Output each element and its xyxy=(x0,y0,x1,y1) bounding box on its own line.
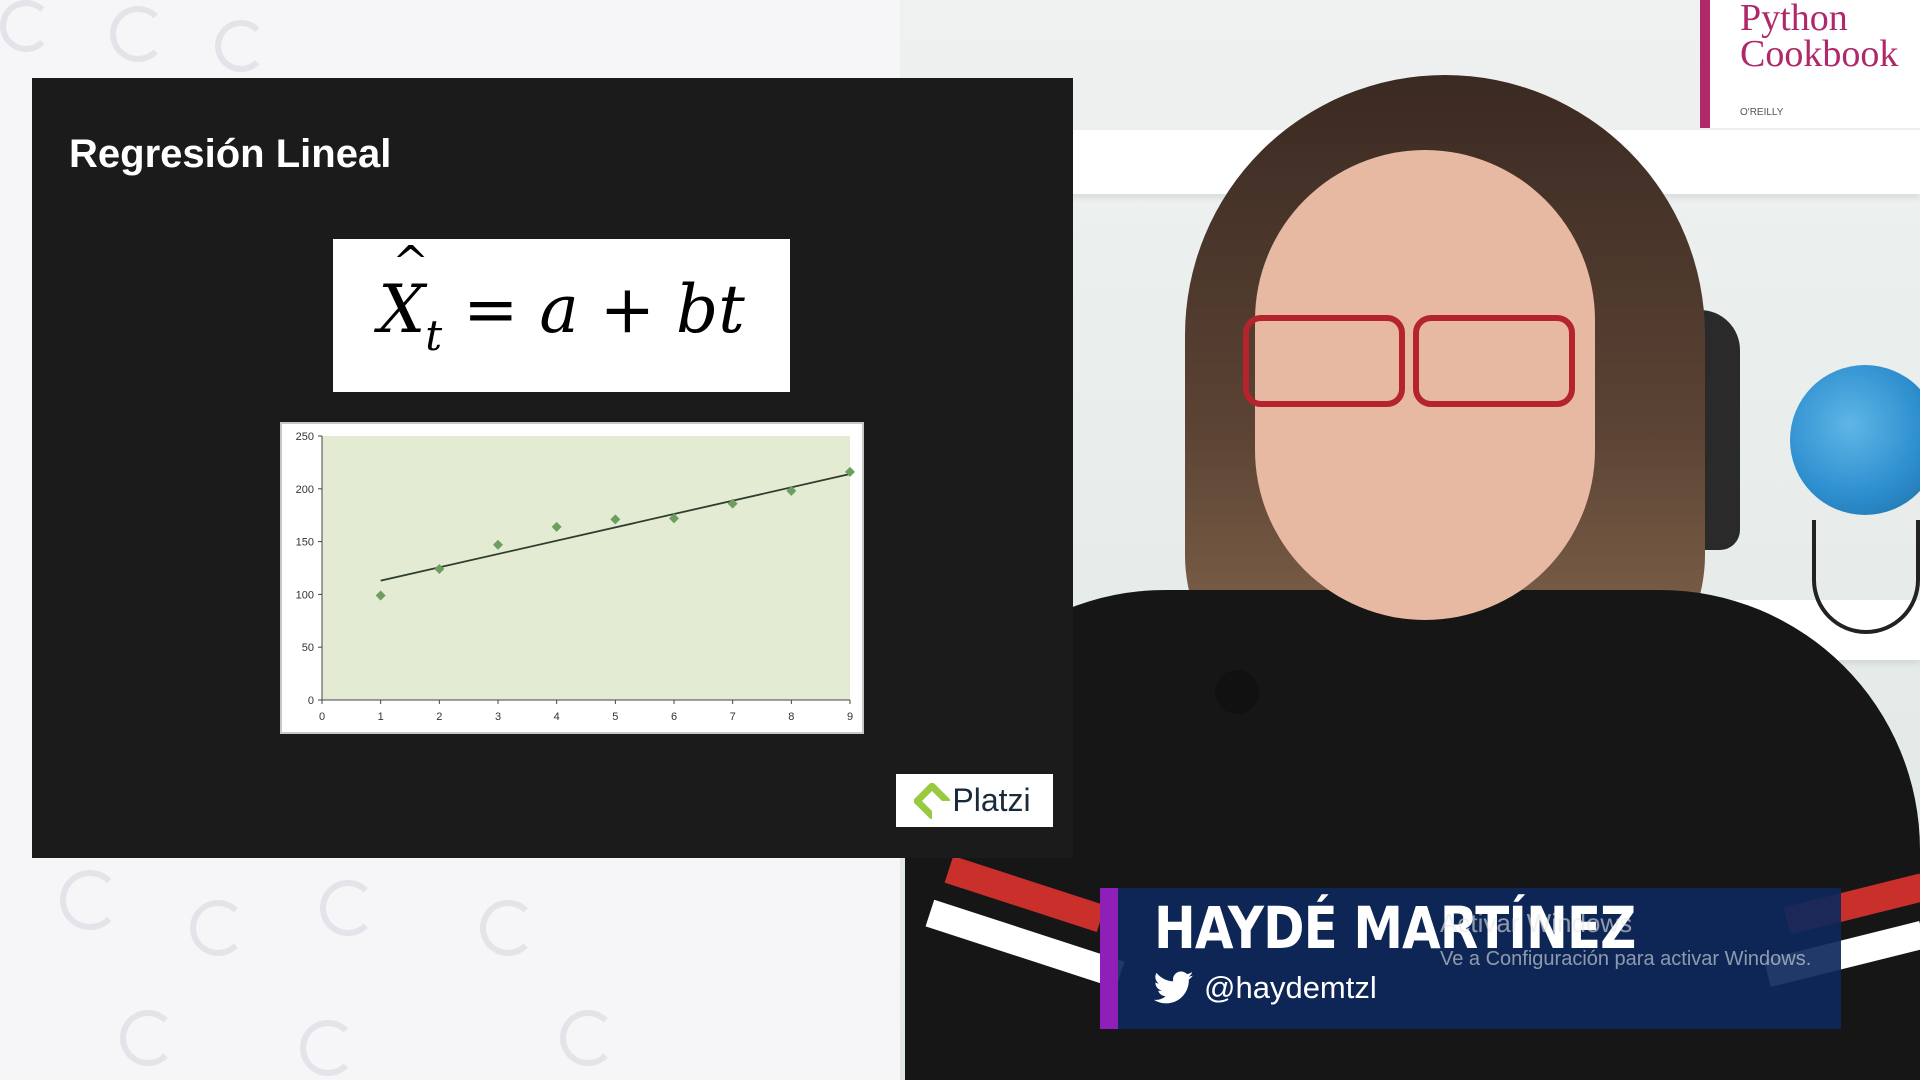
presentation-slide: Regresión Lineal Xt = a + bt 05010015020… xyxy=(32,78,1073,858)
y-tick-label: 200 xyxy=(296,484,314,496)
platzi-logo-icon xyxy=(912,780,953,821)
x-tick-label: 3 xyxy=(495,711,501,723)
watermark-line2: Ve a Configuración para activar Windows. xyxy=(1440,948,1812,970)
formula-rhs: = a + bt xyxy=(463,271,745,348)
decor-ring xyxy=(480,900,536,956)
data-point xyxy=(551,521,562,532)
plot-area xyxy=(322,436,850,700)
x-tick-label: 1 xyxy=(378,711,384,723)
lower-third: HAYDÉ MARTÍNEZ @haydemtzl xyxy=(1100,888,1841,1029)
data-point xyxy=(845,466,855,477)
decor-ring xyxy=(0,0,52,52)
y-tick-label: 0 xyxy=(308,695,314,707)
decor-ring xyxy=(300,1020,356,1076)
data-point xyxy=(727,498,738,509)
book-title: Python Cookbook xyxy=(1740,0,1899,75)
regression-chart: 0 50 100 150 200 250 0 1 2 3 4 5 6 7 8 9 xyxy=(280,422,864,734)
glasses xyxy=(1413,315,1575,407)
slide-title: Regresión Lineal xyxy=(69,132,392,176)
watermark-line1: Activar Windows xyxy=(1440,908,1633,938)
data-point xyxy=(610,514,621,525)
data-point xyxy=(786,485,797,496)
decor-ring xyxy=(560,1010,616,1066)
x-tick-label: 0 xyxy=(319,711,325,723)
formula-box: Xt = a + bt xyxy=(333,237,790,392)
x-tick-label: 6 xyxy=(671,711,677,723)
presenter-name: HAYDÉ MARTÍNEZ xyxy=(1154,894,1636,962)
globe-stand xyxy=(1812,520,1920,634)
formula-lhs: X xyxy=(378,237,429,348)
data-point xyxy=(434,564,445,575)
chart-svg: 0 50 100 150 200 250 0 1 2 3 4 5 6 7 8 9 xyxy=(296,431,855,723)
y-tick-label: 50 xyxy=(302,642,314,654)
data-point xyxy=(669,513,679,524)
x-tick-label: 5 xyxy=(612,711,618,723)
decor-ring xyxy=(120,1010,176,1066)
formula-subscript: t xyxy=(425,311,443,360)
x-tick-label: 9 xyxy=(847,711,853,723)
twitter-row: @haydemtzl xyxy=(1154,970,1377,1006)
glasses xyxy=(1243,315,1405,407)
decor-ring xyxy=(190,900,246,956)
book-publisher: O'REILLY xyxy=(1740,107,1784,118)
presenter-face xyxy=(1255,150,1595,620)
x-tick-label: 4 xyxy=(554,711,560,723)
x-tick-label: 7 xyxy=(730,711,736,723)
decor-ring xyxy=(60,870,120,930)
data-point xyxy=(493,539,503,550)
data-point xyxy=(375,590,386,601)
python-cookbook-book: Python Cookbook O'REILLY xyxy=(1700,0,1920,128)
globe xyxy=(1790,365,1920,515)
lapel-microphone xyxy=(1215,670,1259,714)
platzi-logo-text: Platzi xyxy=(952,782,1031,818)
platzi-logo: Platzi xyxy=(896,774,1053,827)
twitter-icon xyxy=(1154,971,1194,1004)
windows-activation-watermark: Activar Windows Ve a Configuración para … xyxy=(1440,905,1811,977)
trendline xyxy=(380,473,851,582)
regression-formula: Xt = a + bt xyxy=(378,237,745,360)
x-tick-label: 2 xyxy=(436,711,442,723)
decor-ring xyxy=(110,6,166,62)
decor-ring xyxy=(215,20,267,72)
x-tick-label: 8 xyxy=(788,711,794,723)
y-tick-label: 100 xyxy=(296,589,314,601)
twitter-handle: @haydemtzl xyxy=(1204,970,1377,1005)
decor-ring xyxy=(320,880,376,936)
y-tick-label: 150 xyxy=(296,537,314,549)
y-tick-label: 250 xyxy=(296,431,314,443)
